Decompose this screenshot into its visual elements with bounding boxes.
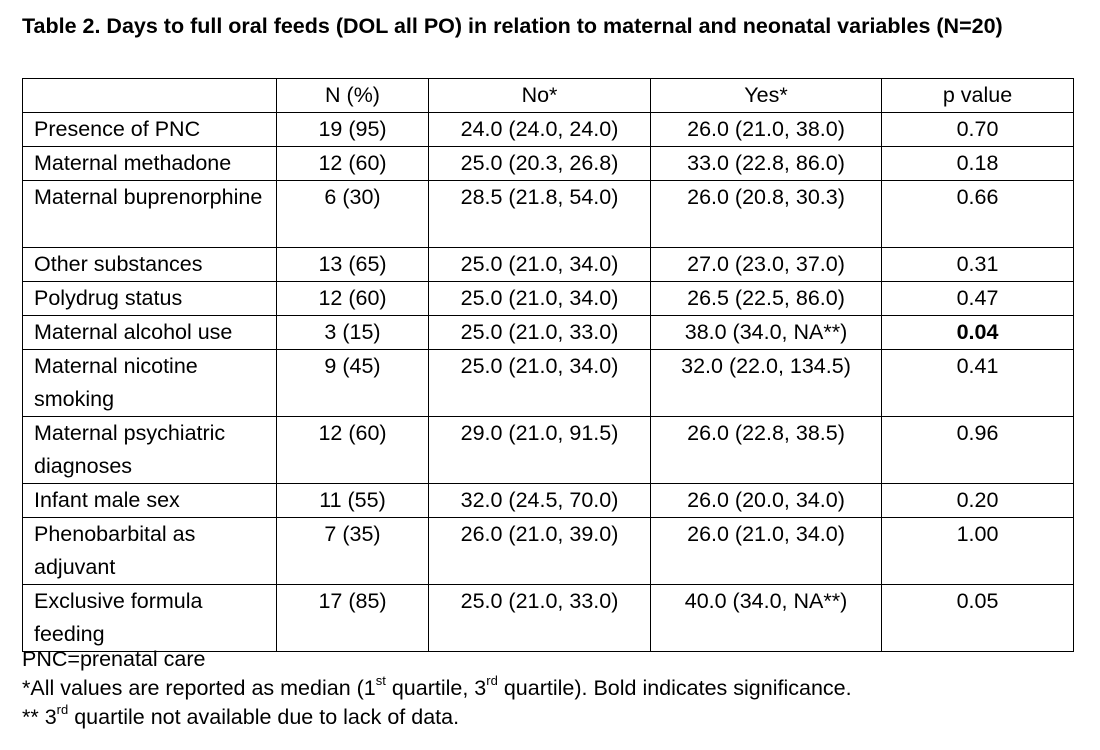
table-caption: Table 2. Days to full oral feeds (DOL al… (22, 14, 1003, 38)
yes-cell: 32.0 (22.0, 134.5) (650, 349, 882, 417)
no-cell: 25.0 (21.0, 33.0) (428, 584, 651, 652)
yes-cell: 33.0 (22.8, 86.0) (650, 146, 882, 181)
significant-p-value: 0.04 (956, 320, 999, 344)
n-cell: 17 (85) (276, 584, 429, 652)
p-value-cell: 0.18 (881, 146, 1074, 181)
p-value-cell: 0.47 (881, 281, 1074, 316)
superscript-rd: rd (56, 701, 69, 717)
table-row: Maternal nicotine smoking 9 (45) 25.0 (2… (22, 349, 1074, 417)
no-cell: 25.0 (21.0, 34.0) (428, 349, 651, 417)
footnote-abbreviation: PNC=prenatal care (22, 647, 206, 671)
p-value-cell-significant: 0.04 (881, 315, 1074, 350)
table-row: Other substances 13 (65) 25.0 (21.0, 34.… (22, 247, 1074, 282)
no-cell: 25.0 (21.0, 34.0) (428, 247, 651, 282)
p-value-cell: 1.00 (881, 517, 1074, 585)
header-row: N (%) No* Yes* p value (22, 78, 1074, 113)
no-cell: 25.0 (20.3, 26.8) (428, 146, 651, 181)
n-cell: 12 (60) (276, 146, 429, 181)
header-p-value: p value (881, 78, 1074, 113)
table-row: Polydrug status 12 (60) 25.0 (21.0, 34.0… (22, 281, 1074, 316)
table-row: Presence of PNC 19 (95) 24.0 (24.0, 24.0… (22, 112, 1074, 147)
footnotes: PNC=prenatal care *All values are report… (22, 645, 1092, 732)
variable-cell: Maternal alcohol use (22, 315, 277, 350)
footnote-na-text-1: ** 3 (22, 705, 57, 729)
no-cell: 25.0 (21.0, 33.0) (428, 315, 651, 350)
n-cell: 11 (55) (276, 483, 429, 518)
table-row: Phenobarbital as adjuvant 7 (35) 26.0 (2… (22, 517, 1074, 585)
no-cell: 28.5 (21.8, 54.0) (428, 180, 651, 248)
n-cell: 3 (15) (276, 315, 429, 350)
variable-cell: Exclusive formula feeding (22, 584, 277, 652)
no-cell: 25.0 (21.0, 34.0) (428, 281, 651, 316)
yes-cell: 27.0 (23.0, 37.0) (650, 247, 882, 282)
p-value-cell: 0.20 (881, 483, 1074, 518)
n-cell: 13 (65) (276, 247, 429, 282)
n-cell: 7 (35) (276, 517, 429, 585)
no-cell: 24.0 (24.0, 24.0) (428, 112, 651, 147)
table-row: Infant male sex 11 (55) 32.0 (24.5, 70.0… (22, 483, 1074, 518)
yes-cell: 26.0 (21.0, 34.0) (650, 517, 882, 585)
p-value-cell: 0.66 (881, 180, 1074, 248)
n-cell: 9 (45) (276, 349, 429, 417)
n-cell: 19 (95) (276, 112, 429, 147)
footnote-values-text-1: *All values are reported as median (1 (22, 676, 376, 700)
p-value-cell: 0.31 (881, 247, 1074, 282)
variable-cell: Phenobarbital as adjuvant (22, 517, 277, 585)
p-value-cell: 0.05 (881, 584, 1074, 652)
footnote-values-text-3: quartile). Bold indicates significance. (497, 676, 852, 700)
n-cell: 6 (30) (276, 180, 429, 248)
n-cell: 12 (60) (276, 281, 429, 316)
yes-cell: 26.0 (20.8, 30.3) (650, 180, 882, 248)
variable-cell: Polydrug status (22, 281, 277, 316)
variable-cell: Other substances (22, 247, 277, 282)
header-no: No* (428, 78, 651, 113)
variable-cell: Infant male sex (22, 483, 277, 518)
header-n-percent: N (%) (276, 78, 429, 113)
no-cell: 29.0 (21.0, 91.5) (428, 416, 651, 484)
table-row: Exclusive formula feeding 17 (85) 25.0 (… (22, 584, 1074, 652)
superscript-rd: rd (486, 672, 498, 688)
table-row: Maternal methadone 12 (60) 25.0 (20.3, 2… (22, 146, 1074, 181)
footnote-values: *All values are reported as median (1st … (22, 674, 1092, 703)
yes-cell: 26.5 (22.5, 86.0) (650, 281, 882, 316)
yes-cell: 40.0 (34.0, NA**) (650, 584, 882, 652)
yes-cell: 38.0 (34.0, NA**) (650, 315, 882, 350)
yes-cell: 26.0 (21.0, 38.0) (650, 112, 882, 147)
variable-cell: Presence of PNC (22, 112, 277, 147)
no-cell: 26.0 (21.0, 39.0) (428, 517, 651, 585)
footnote-values-text-2: quartile, 3 (385, 676, 487, 700)
table-row: Maternal alcohol use 3 (15) 25.0 (21.0, … (22, 315, 1074, 350)
table-row: Maternal buprenorphine 6 (30) 28.5 (21.8… (22, 180, 1074, 248)
p-value-cell: 0.70 (881, 112, 1074, 147)
variable-cell: Maternal buprenorphine (22, 180, 277, 248)
superscript-st: st (375, 672, 386, 688)
yes-cell: 26.0 (20.0, 34.0) (650, 483, 882, 518)
p-value-cell: 0.41 (881, 349, 1074, 417)
no-cell: 32.0 (24.5, 70.0) (428, 483, 651, 518)
header-variable (22, 78, 277, 113)
footnote-na-text-2: quartile not available due to lack of da… (68, 705, 460, 729)
header-yes: Yes* (650, 78, 882, 113)
table-row: Maternal psychiatric diagnoses 12 (60) 2… (22, 416, 1074, 484)
yes-cell: 26.0 (22.8, 38.5) (650, 416, 882, 484)
data-table: N (%) No* Yes* p value Presence of PNC 1… (22, 78, 1074, 652)
footnote-na: ** 3rd quartile not available due to lac… (22, 703, 1092, 732)
variable-cell: Maternal nicotine smoking (22, 349, 277, 417)
variable-cell: Maternal psychiatric diagnoses (22, 416, 277, 484)
p-value-cell: 0.96 (881, 416, 1074, 484)
variable-cell: Maternal methadone (22, 146, 277, 181)
n-cell: 12 (60) (276, 416, 429, 484)
